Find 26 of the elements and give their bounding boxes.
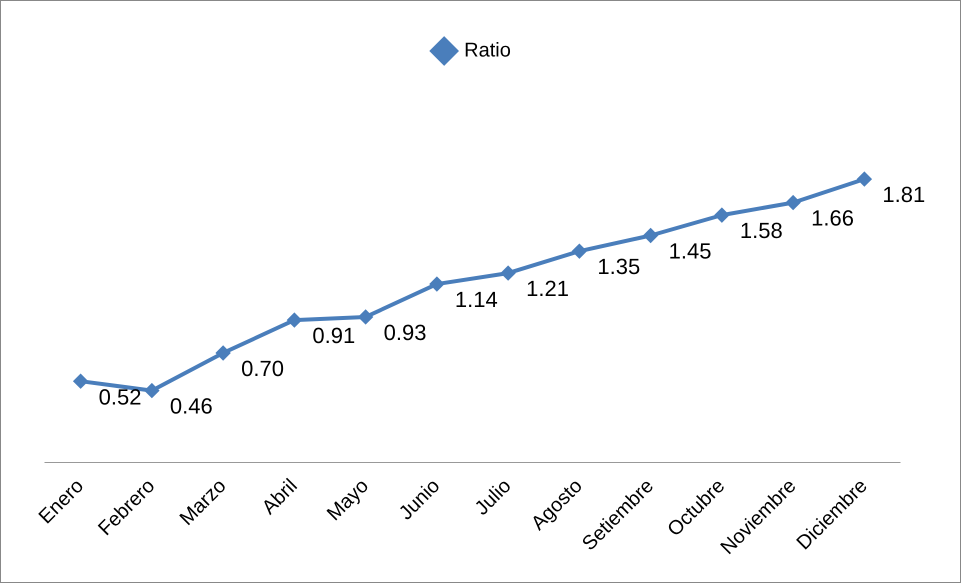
data-label: 1.45 (668, 238, 712, 264)
point (714, 208, 730, 223)
point (429, 276, 444, 292)
data-label: 0.91 (312, 323, 356, 348)
point (500, 266, 516, 281)
data-label: 1.66 (811, 206, 854, 231)
point (643, 228, 658, 243)
point (286, 312, 302, 328)
point (144, 383, 160, 398)
point (73, 374, 88, 389)
data-label: 1.81 (882, 182, 926, 208)
point (786, 195, 801, 210)
data-label: 0.46 (170, 394, 213, 419)
x-tick-label: Julio (470, 475, 516, 520)
legend-label: Ratio (464, 40, 511, 62)
data-label: 1.21 (526, 276, 569, 302)
data-label: 1.14 (454, 287, 498, 312)
point (216, 345, 231, 360)
data-label: 1.35 (597, 254, 640, 280)
data-label: 0.93 (384, 320, 426, 346)
data-label: 1.58 (740, 218, 783, 244)
data-label: 0.52 (98, 384, 142, 410)
point (358, 309, 374, 324)
point (572, 244, 587, 259)
data-label: 0.70 (241, 356, 284, 382)
point (856, 172, 872, 187)
